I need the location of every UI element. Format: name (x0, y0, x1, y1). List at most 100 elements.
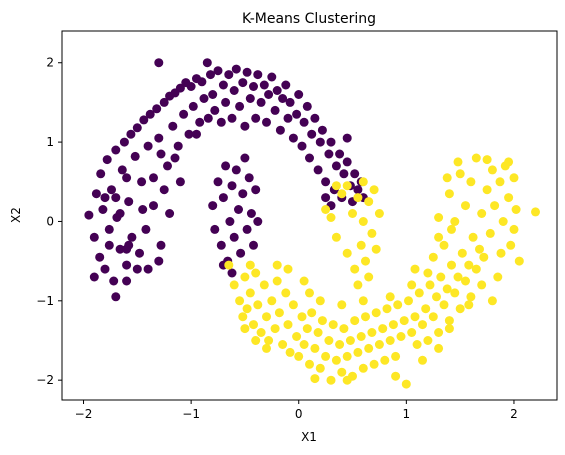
data-point-cluster-1 (342, 351, 352, 361)
data-point-cluster-0 (339, 169, 349, 179)
data-point-cluster-0 (188, 101, 198, 111)
data-point-cluster-0 (117, 165, 127, 175)
data-point-cluster-0 (224, 70, 234, 80)
data-point-cluster-1 (238, 312, 248, 322)
data-point-cluster-1 (358, 217, 368, 226)
data-point-cluster-0 (313, 165, 323, 175)
data-point-cluster-0 (154, 58, 164, 68)
data-point-cluster-1 (358, 296, 368, 306)
x-tick-label: −2 (75, 407, 93, 421)
data-point-cluster-1 (305, 288, 314, 298)
data-point-cluster-1 (358, 177, 368, 187)
data-point-cluster-0 (342, 157, 352, 167)
data-point-cluster-0 (179, 109, 189, 119)
data-point-cluster-1 (461, 276, 470, 286)
data-point-cluster-1 (439, 240, 449, 250)
data-point-cluster-1 (353, 193, 363, 203)
x-axis-label: X1 (301, 430, 317, 444)
data-point-cluster-1 (288, 300, 298, 310)
data-point-cluster-1 (361, 312, 370, 322)
data-point-cluster-0 (84, 210, 94, 220)
data-point-cluster-0 (135, 248, 144, 258)
data-point-cluster-1 (475, 244, 484, 254)
data-point-cluster-1 (450, 288, 460, 298)
data-point-cluster-1 (444, 324, 454, 334)
data-point-cluster-0 (235, 101, 245, 111)
data-point-cluster-1 (272, 260, 282, 270)
data-point-cluster-0 (91, 189, 101, 199)
data-point-cluster-1 (382, 304, 392, 314)
data-point-cluster-1 (434, 328, 444, 337)
y-axis-ticks: −2 −1 0 1 2 (36, 56, 62, 387)
data-point-cluster-0 (170, 153, 180, 163)
data-point-cluster-1 (350, 264, 360, 274)
data-point-cluster-0 (149, 173, 158, 183)
data-point-cluster-1 (253, 300, 263, 310)
data-point-cluster-1 (504, 157, 514, 167)
data-point-cluster-0 (246, 209, 256, 218)
data-point-cluster-1 (453, 272, 463, 282)
data-point-cluster-1 (514, 256, 524, 266)
data-point-cluster-1 (453, 157, 463, 167)
data-point-cluster-0 (100, 193, 110, 203)
data-point-cluster-0 (104, 240, 114, 250)
x-tick-label: 1 (403, 407, 411, 421)
data-point-cluster-1 (324, 336, 334, 345)
data-point-cluster-0 (315, 137, 325, 147)
plot-frame (61, 30, 558, 401)
data-point-cluster-0 (111, 145, 121, 155)
data-point-cluster-0 (139, 115, 149, 125)
data-point-cluster-0 (122, 260, 132, 270)
data-point-cluster-0 (203, 113, 213, 123)
data-point-cluster-1 (393, 300, 403, 310)
data-point-cluster-1 (307, 308, 317, 318)
data-point-cluster-1 (504, 193, 514, 203)
data-point-cluster-0 (270, 105, 280, 115)
data-point-cluster-0 (173, 141, 183, 151)
data-point-cluster-0 (156, 240, 166, 250)
data-point-cluster-1 (364, 272, 374, 282)
data-point-cluster-1 (479, 252, 489, 262)
data-point-cluster-1 (281, 288, 291, 298)
data-point-cluster-1 (313, 328, 323, 337)
data-point-cluster-1 (367, 228, 377, 238)
data-point-cluster-0 (109, 276, 119, 286)
data-point-cluster-0 (96, 169, 106, 179)
data-point-cluster-0 (251, 185, 261, 195)
data-point-cluster-1 (335, 340, 345, 349)
data-point-cluster-0 (127, 232, 137, 242)
data-point-cluster-1 (317, 316, 327, 326)
data-point-cluster-1 (455, 169, 465, 179)
data-point-cluster-1 (428, 312, 438, 322)
data-point-cluster-1 (348, 209, 357, 218)
data-point-cluster-1 (321, 205, 331, 214)
data-point-cluster-1 (305, 359, 314, 369)
data-point-cluster-1 (251, 336, 261, 345)
data-point-cluster-0 (132, 123, 142, 133)
data-point-cluster-1 (283, 264, 293, 274)
data-point-cluster-0 (245, 94, 255, 103)
data-point-cluster-1 (337, 367, 347, 377)
data-point-cluster-1 (229, 280, 239, 290)
data-point-cluster-1 (294, 351, 304, 361)
data-point-cluster-1 (369, 185, 379, 195)
data-point-cluster-0 (342, 133, 352, 143)
data-point-cluster-0 (225, 217, 235, 226)
data-point-cluster-1 (450, 217, 460, 226)
data-point-cluster-1 (461, 201, 470, 211)
data-point-cluster-0 (267, 72, 277, 82)
data-point-cluster-1 (401, 379, 411, 389)
data-point-cluster-1 (447, 224, 456, 234)
data-point-cluster-1 (410, 312, 420, 322)
data-point-cluster-0 (184, 129, 194, 139)
data-point-cluster-0 (175, 83, 185, 93)
data-point-cluster-0 (186, 82, 196, 91)
data-point-cluster-0 (302, 101, 312, 111)
data-point-cluster-0 (141, 224, 151, 234)
data-point-cluster-1 (326, 375, 336, 385)
data-point-cluster-0 (89, 232, 99, 242)
data-point-cluster-1 (302, 324, 312, 334)
data-point-cluster-1 (285, 347, 295, 357)
data-point-cluster-1 (299, 340, 309, 349)
